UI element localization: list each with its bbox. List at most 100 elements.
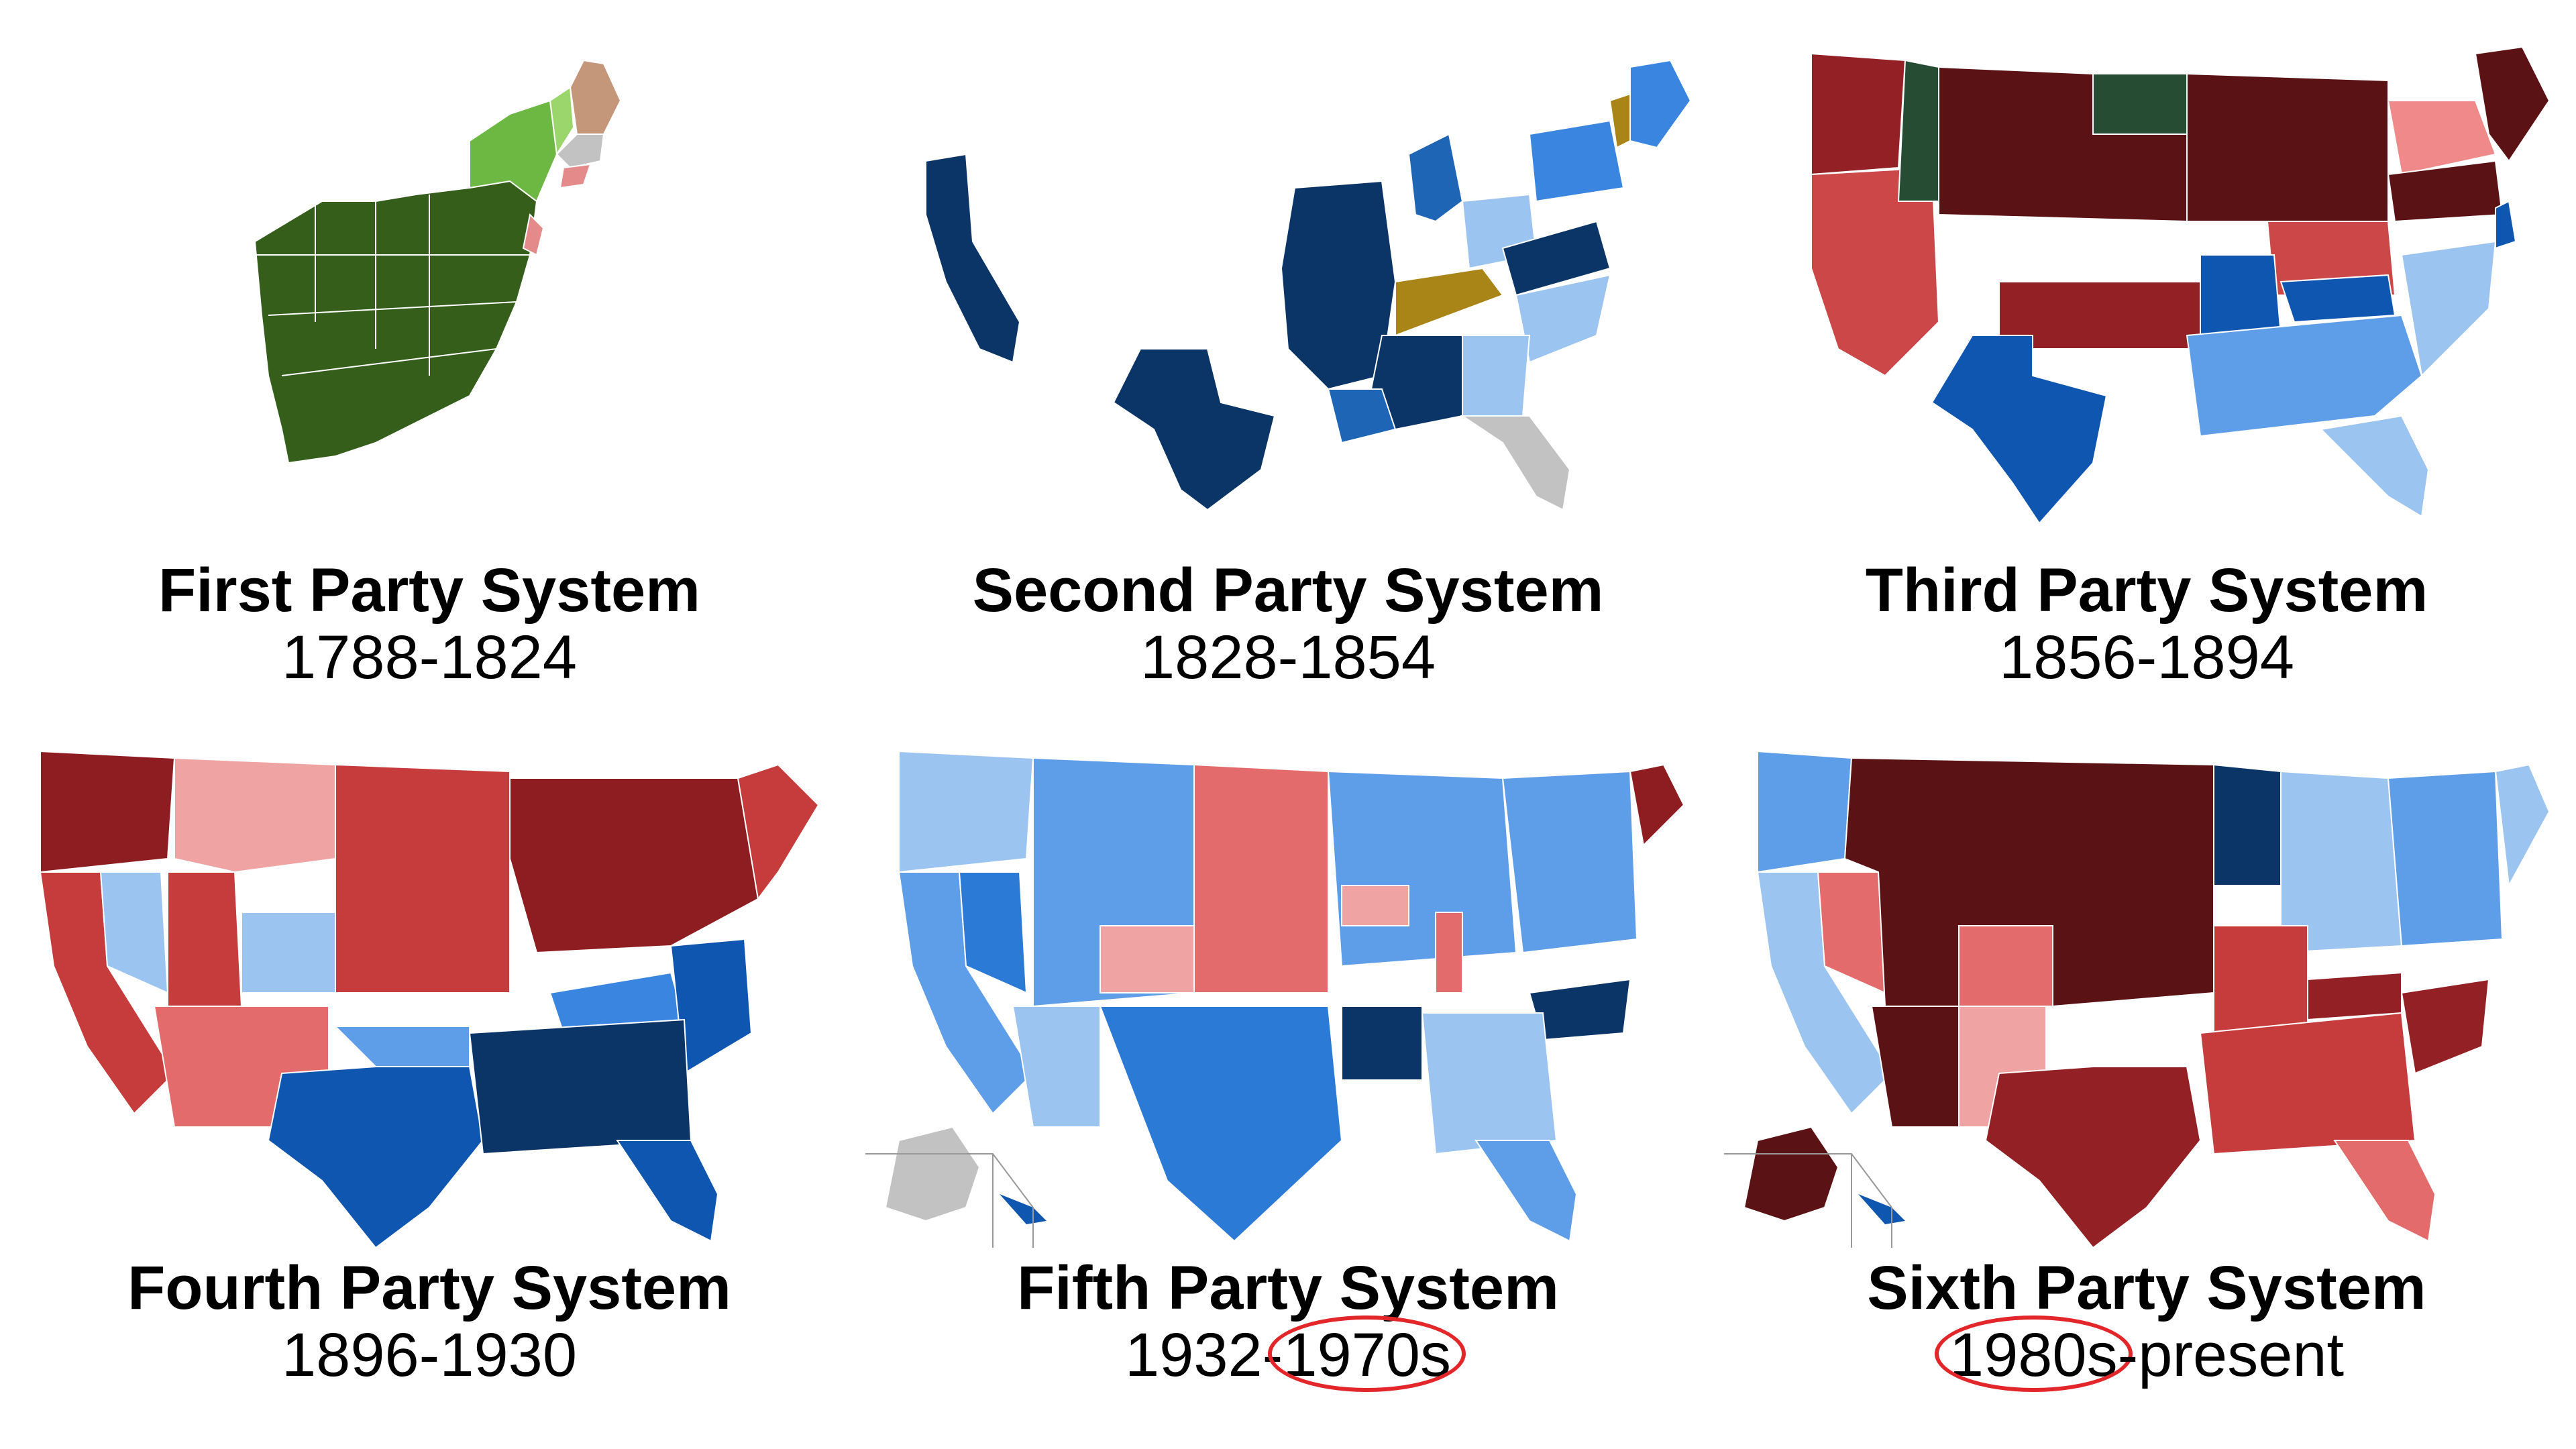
state-indiana xyxy=(1435,912,1463,994)
state-minnesota xyxy=(2213,763,2282,886)
years-end: present xyxy=(2138,1321,2345,1389)
panel-title: First Party System xyxy=(158,556,700,625)
panel-years: 1896-1930 xyxy=(0,1322,859,1389)
state-new-england xyxy=(2474,46,2551,162)
map-second-party-system xyxy=(925,59,1692,511)
state-midwest xyxy=(1280,180,1397,390)
state-plains xyxy=(335,763,511,994)
state-south xyxy=(2186,314,2423,437)
state-michigan xyxy=(1407,133,1464,223)
state-kentucky xyxy=(2307,971,2402,1021)
state-carolinas xyxy=(2400,978,2490,1075)
state-arizona xyxy=(1012,1006,1101,1128)
state-delaware xyxy=(2495,200,2517,250)
caption: Sixth Party System 1980s-present xyxy=(1717,1254,2576,1389)
state-southwest xyxy=(1099,1006,1343,1242)
state-pacific-nw xyxy=(898,750,1034,873)
state-vermont xyxy=(549,86,575,156)
years-start: 1788-1824 xyxy=(282,623,577,692)
state-midwest xyxy=(1327,770,1517,967)
inset-borders xyxy=(1724,1153,1892,1248)
state-colorado xyxy=(1958,925,2053,1007)
state-north-dakota xyxy=(2092,73,2188,135)
years-start: 1828-1854 xyxy=(1140,623,1436,692)
caption: Fourth Party System 1896-1930 xyxy=(0,1254,859,1389)
panel-fifth-party-system: Fifth Party System 1932-1970s xyxy=(859,724,1717,1436)
panel-years: 1932-1970s xyxy=(859,1322,1717,1389)
panel-years: 1980s-present xyxy=(1717,1322,2576,1389)
panel-title: Fourth Party System xyxy=(127,1254,731,1322)
state-texas xyxy=(1931,335,2108,525)
state-dakotas-kansas xyxy=(1193,763,1329,994)
state-colorado xyxy=(241,912,336,994)
state-connecticut xyxy=(559,163,592,189)
state-texas xyxy=(1112,348,1276,511)
state-colorado xyxy=(1099,925,1195,994)
state-new-england xyxy=(737,763,820,901)
panel-title: Third Party System xyxy=(1865,556,2428,625)
state-kentucky-tennessee xyxy=(1395,267,1504,337)
state-florida xyxy=(1474,1140,1578,1242)
map-sixth-party-system xyxy=(1724,750,2551,1248)
state-massachusetts xyxy=(555,133,605,169)
state-washington-oregon xyxy=(1811,52,1907,176)
caption: Third Party System 1856-1894 xyxy=(1717,557,2576,691)
panel-fourth-party-system: Fourth Party System 1896-1930 xyxy=(0,724,859,1436)
state-iowa xyxy=(1341,885,1409,926)
state-oregon-wa xyxy=(1757,750,1853,873)
panel-title: Sixth Party System xyxy=(1867,1254,2426,1322)
state-south xyxy=(1421,1012,1558,1155)
state-pennsylvania-ny xyxy=(1528,119,1625,203)
state-california xyxy=(925,153,1021,364)
years-end-circled: 1970s xyxy=(1283,1321,1451,1389)
state-alaska xyxy=(884,1126,981,1222)
state-hawaii xyxy=(1858,1194,1905,1224)
state-hawaii xyxy=(1000,1194,1046,1224)
inset-borders xyxy=(865,1153,1034,1248)
state-great-lakes xyxy=(509,777,759,954)
panel-years: 1828-1854 xyxy=(859,624,1717,691)
years-start: 1856-1894 xyxy=(1999,623,2294,692)
years-start: 1932 xyxy=(1125,1321,1263,1389)
caption: First Party System 1788-1824 xyxy=(0,557,859,691)
state-texas xyxy=(267,1066,484,1248)
panel-title: Second Party System xyxy=(972,556,1604,625)
map-first-party-system xyxy=(254,59,622,464)
state-region xyxy=(254,180,538,464)
years-start: 1896-1930 xyxy=(282,1321,577,1389)
state-alaska xyxy=(1743,1126,1839,1222)
state-oklahoma xyxy=(333,1026,470,1067)
state-northeast xyxy=(1501,770,1638,954)
state-georgia xyxy=(1462,335,1531,417)
state-arizona xyxy=(1870,1006,1960,1128)
state-carolinas xyxy=(2400,240,2497,378)
years-separator: - xyxy=(2117,1321,2139,1389)
state-florida xyxy=(2333,1140,2436,1242)
caption: Fifth Party System 1932-1970s xyxy=(859,1254,1717,1389)
panel-years: 1788-1824 xyxy=(0,624,859,691)
state-new-york xyxy=(469,99,558,203)
map-fourth-party-system xyxy=(39,750,820,1248)
state-nevada xyxy=(958,871,1028,994)
state-maine xyxy=(1629,763,1685,847)
state-mountain-west xyxy=(174,757,336,873)
state-florida xyxy=(616,1140,719,1242)
state-new-england xyxy=(2494,763,2551,888)
state-maine xyxy=(569,59,622,135)
state-missouri xyxy=(2200,254,2282,336)
state-deep-south xyxy=(468,1018,692,1155)
state-new-york xyxy=(2387,100,2497,176)
panel-third-party-system: Third Party System 1856-1894 xyxy=(1717,0,2576,711)
state-florida xyxy=(1460,415,1571,511)
map-fifth-party-system xyxy=(865,750,1685,1248)
state-arkansas xyxy=(1341,1006,1423,1081)
panel-sixth-party-system: Sixth Party System 1980s-present xyxy=(1717,724,2576,1436)
state-vermont xyxy=(1609,93,1631,149)
state-new-jersey xyxy=(522,213,545,256)
state-borders xyxy=(255,195,530,376)
state-idaho xyxy=(1897,59,1939,202)
state-florida xyxy=(2319,415,2430,518)
state-upper-midwest xyxy=(2186,72,2389,222)
caption: Second Party System 1828-1854 xyxy=(859,557,1717,691)
